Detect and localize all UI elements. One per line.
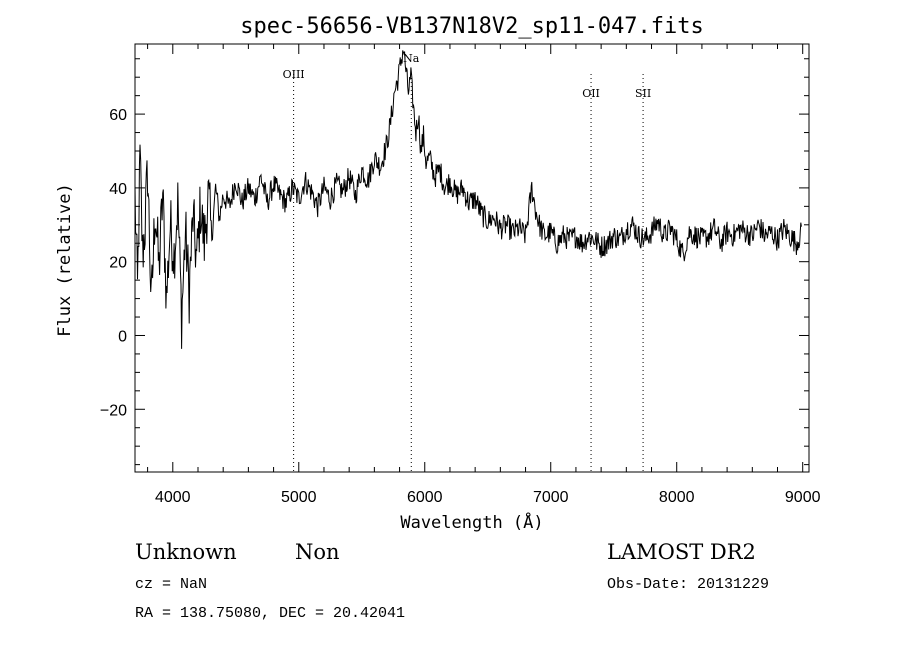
y-tick-label: 40 bbox=[109, 181, 127, 198]
annotation-label: Na bbox=[403, 52, 420, 65]
subclass-label: Non bbox=[295, 540, 340, 564]
x-tick-label: 4000 bbox=[155, 489, 191, 506]
x-axis-label: Wavelength (Å) bbox=[400, 511, 543, 533]
survey-label: LAMOST DR2 bbox=[607, 540, 756, 564]
x-tick-label: 9000 bbox=[785, 489, 821, 506]
y-tick-label: 20 bbox=[109, 255, 127, 272]
axis-ticks: 4000 5000 6000 7000 8000 9000 −20 0 20 40 60 bbox=[100, 44, 821, 506]
y-axis-label: Flux (relative) bbox=[55, 183, 75, 337]
classification-label: Unknown bbox=[135, 540, 237, 564]
obs-date-label: Obs-Date: 20131229 bbox=[607, 576, 770, 593]
annotation-label: OIII bbox=[283, 68, 305, 81]
chart-title: spec-56656-VB137N18V2_sp11-047.fits bbox=[240, 14, 704, 39]
x-tick-label: 5000 bbox=[281, 489, 317, 506]
x-tick-label: 8000 bbox=[659, 489, 695, 506]
y-tick-label: −20 bbox=[100, 402, 127, 419]
x-tick-label: 7000 bbox=[533, 489, 569, 506]
annotation-label: SII bbox=[635, 87, 651, 100]
plot-frame bbox=[134, 43, 810, 473]
coordinates-label: RA = 138.75080, DEC = 20.42041 bbox=[135, 605, 406, 622]
annotation-label: OII bbox=[582, 87, 600, 100]
y-tick-label: 0 bbox=[118, 328, 127, 345]
spectrum-series-line bbox=[134, 50, 802, 349]
cz-label: cz = NaN bbox=[135, 576, 208, 593]
line-annotations: OIII Na OII SII bbox=[283, 52, 651, 472]
y-tick-label: 60 bbox=[109, 107, 127, 124]
x-tick-label: 6000 bbox=[407, 489, 443, 506]
